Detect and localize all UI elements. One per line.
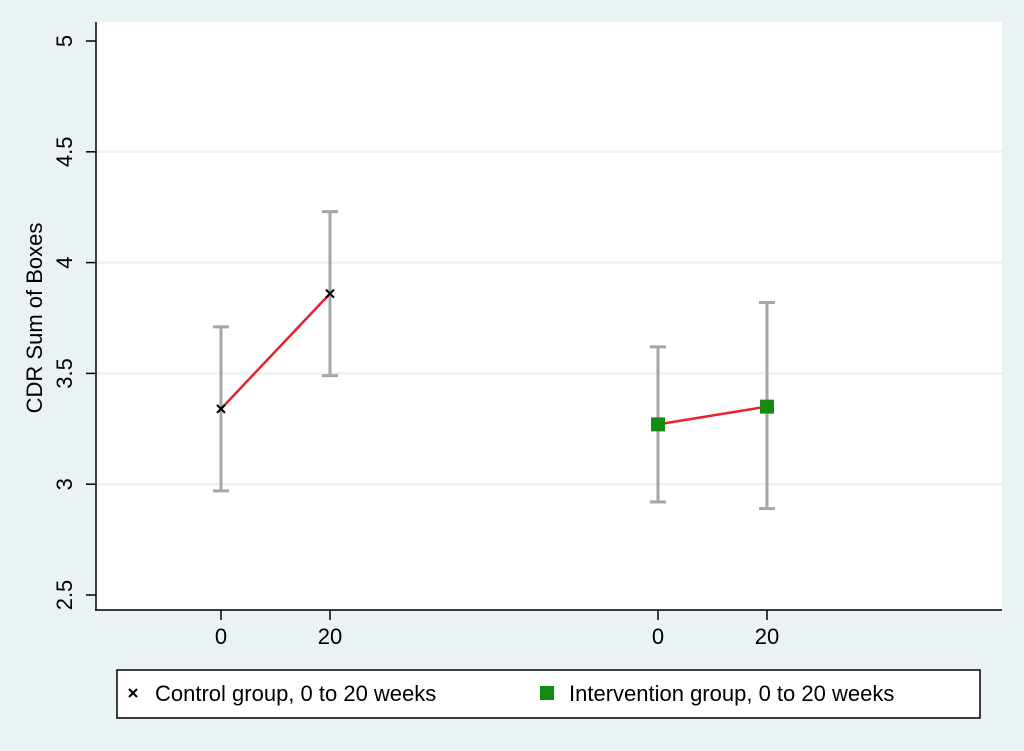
y-tick-label: 4 — [52, 256, 77, 268]
legend: Control group, 0 to 20 weeks Interventio… — [116, 669, 981, 719]
legend-label-control: Control group, 0 to 20 weeks — [155, 681, 436, 706]
x-axis-ticks: 0 20 0 20 — [215, 610, 779, 649]
data-point-x-marker — [216, 404, 226, 414]
y-axis-title: CDR Sum of Boxes — [22, 223, 47, 414]
legend-marker-intervention-square-icon — [540, 686, 554, 700]
connector-line — [220, 292, 331, 410]
legend-marker-control-x-icon — [128, 688, 138, 698]
series-intervention — [650, 300, 775, 511]
data-point-square-marker — [651, 417, 665, 432]
x-tick-label: 20 — [755, 624, 779, 649]
y-tick-label: 5 — [52, 35, 77, 47]
connector-line — [657, 405, 768, 426]
data-point-x-marker — [325, 288, 335, 299]
series-control — [213, 210, 338, 493]
y-tick-label: 2.5 — [52, 580, 77, 611]
series — [213, 210, 775, 511]
legend-label-intervention: Intervention group, 0 to 20 weeks — [569, 681, 894, 706]
gridlines — [97, 150, 1002, 486]
x-tick-label: 0 — [215, 624, 227, 649]
y-tick-label: 3.5 — [52, 358, 77, 389]
data-point-square-marker — [760, 399, 774, 414]
x-tick-label: 20 — [318, 624, 342, 649]
y-tick-label: 4.5 — [52, 137, 77, 168]
y-axis-ticks: 2.5 3 3.5 4 4.5 5 — [52, 35, 96, 610]
plot-area — [96, 22, 1002, 609]
x-tick-label: 0 — [652, 624, 664, 649]
y-tick-label: 3 — [52, 478, 77, 490]
